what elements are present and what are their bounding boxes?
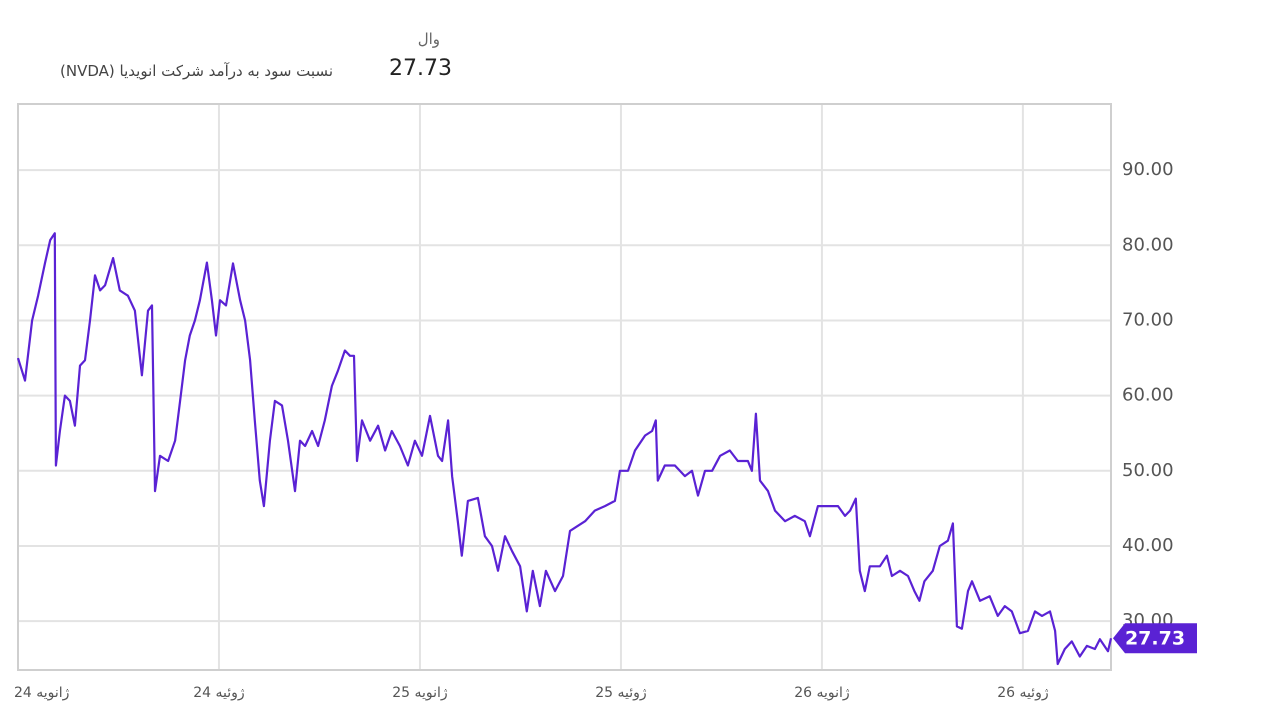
- chart-title: نسبت سود به درآمد شرکت انویدیا (NVDA): [60, 62, 333, 80]
- last-value-label: 27.73: [1125, 628, 1185, 650]
- last-value-badge: [1113, 623, 1197, 654]
- x-tick-label: 24 ژوئیه: [193, 685, 245, 701]
- plot-border: [17, 103, 1112, 671]
- x-tick-label: 26 ژوئیه: [997, 685, 1049, 701]
- y-tick-label: 90.00: [1122, 159, 1174, 180]
- x-tick-label: 26 ژانویه: [794, 685, 850, 701]
- current-value: 27.73: [389, 56, 452, 81]
- x-tick-label: 25 ژوئیه: [595, 685, 647, 701]
- y-tick-label: 80.00: [1122, 234, 1174, 255]
- y-tick-label: 50.00: [1122, 460, 1174, 481]
- price-line: [16, 232, 1113, 666]
- x-tick-label: 24 ژانویه: [14, 685, 70, 701]
- y-tick-label: 70.00: [1122, 309, 1174, 330]
- y-tick-label: 40.00: [1122, 535, 1174, 556]
- unit-label: وال: [417, 30, 440, 48]
- x-tick-label: 25 ژانویه: [392, 685, 448, 701]
- y-tick-label: 60.00: [1122, 385, 1174, 406]
